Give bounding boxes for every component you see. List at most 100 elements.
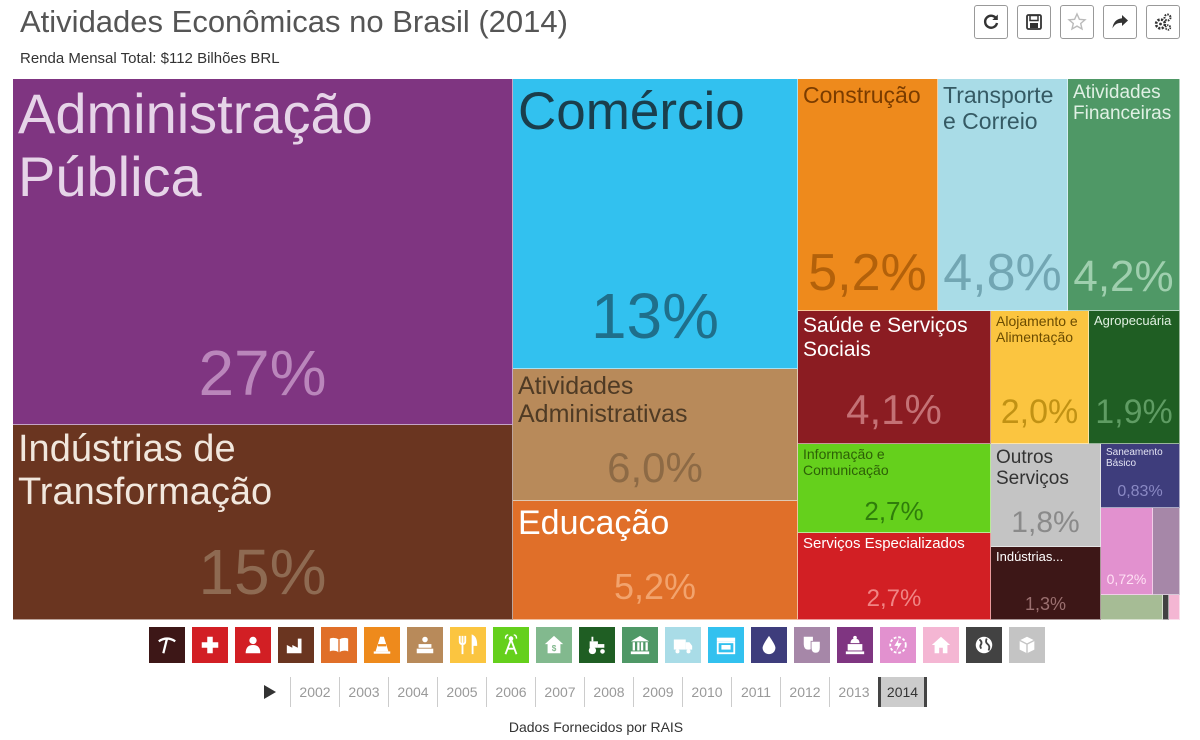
category-filter-traffic-cone[interactable]	[364, 627, 400, 663]
tile-value: 15%	[198, 536, 327, 608]
treemap-tile-minor-16[interactable]: 0,72%	[1101, 508, 1153, 595]
year-2003[interactable]: 2003	[339, 677, 388, 707]
category-filter-store[interactable]	[708, 627, 744, 663]
treemap-tile-minor-18[interactable]	[1101, 595, 1163, 620]
tile-label: Construção	[803, 82, 921, 108]
treemap-tile-outros-servicos[interactable]: Outros Serviços 1,8%	[991, 444, 1101, 547]
category-filter-tractor[interactable]	[579, 627, 615, 663]
tile-label: Serviços Especializados	[803, 535, 965, 552]
year-2013[interactable]: 2013	[829, 677, 878, 707]
water-drop-icon	[762, 635, 776, 655]
treemap-tile-servicos-especializados[interactable]: Serviços Especializados 2,7%	[798, 533, 991, 620]
play-button[interactable]	[258, 685, 282, 699]
tile-label: Informação e Comunicação	[803, 446, 889, 478]
toolbar	[974, 5, 1180, 39]
page-title: Atividades Econômicas no Brasil (2014)	[20, 4, 568, 39]
year-2005[interactable]: 2005	[437, 677, 486, 707]
page-subtitle: Renda Mensal Total: $112 Bilhões BRL	[20, 50, 280, 67]
category-filter-mining[interactable]	[149, 627, 185, 663]
year-2009[interactable]: 2009	[633, 677, 682, 707]
treemap-tile-construcao[interactable]: Construção 5,2%	[798, 79, 938, 311]
category-filter-water-drop[interactable]	[751, 627, 787, 663]
year-2007[interactable]: 2007	[535, 677, 584, 707]
treemap-tile-agropecuaria[interactable]: Agropecuária 1,9%	[1089, 311, 1180, 444]
treemap-tile-transporte-e-correio[interactable]: Transporte e Correio 4,8%	[938, 79, 1068, 311]
category-filter-energy[interactable]	[880, 627, 916, 663]
globe-icon	[975, 636, 993, 654]
treemap-tile-atividades-administrativas[interactable]: Atividades Administrativas 6,0%	[513, 369, 798, 501]
category-filter-administrative-desk[interactable]	[407, 627, 443, 663]
theater-masks-icon	[803, 636, 821, 654]
treemap-tile-informacao-e-comunicacao[interactable]: Informação e Comunicação 2,7%	[798, 444, 991, 533]
year-2002[interactable]: 2002	[290, 677, 339, 707]
administrative-desk-icon	[416, 636, 434, 654]
tile-label: Administração Pública	[18, 82, 373, 209]
tile-value: 1,8%	[1011, 506, 1080, 539]
year-2006[interactable]: 2006	[486, 677, 535, 707]
data-source-note: Dados Fornecidos por RAIS	[508, 719, 684, 735]
factory-icon	[286, 638, 302, 654]
treemap-tile-alojamento-e-alimentacao[interactable]: Alojamento e Alimentação 2,0%	[991, 311, 1089, 444]
treemap-tile-saneamento-basico[interactable]: Saneamento Básico 0,83%	[1101, 444, 1180, 508]
category-filter-bank[interactable]	[622, 627, 658, 663]
share-button[interactable]	[1103, 5, 1137, 39]
save-button[interactable]	[1017, 5, 1051, 39]
treemap-tile-atividades-financeiras[interactable]: Atividades Financeiras 4,2%	[1068, 79, 1180, 311]
tile-value: 1,9%	[1095, 393, 1173, 431]
year-2008[interactable]: 2008	[584, 677, 633, 707]
tile-label: Indústrias de Transformação	[18, 428, 273, 513]
year-timeline: 2002 2003 2004 2005 2006 2007 2008 2009 2010 2011…	[258, 676, 927, 708]
treemap-chart: Administração Pública 27% Indústrias de Tr…	[13, 79, 1180, 620]
treemap-tile-educacao[interactable]: Educação 5,2%	[513, 501, 798, 620]
treemap-tile-minor-17[interactable]	[1153, 508, 1180, 595]
traffic-cone-icon	[373, 636, 391, 654]
treemap-tile-minor-20[interactable]	[1169, 595, 1180, 620]
play-icon	[264, 685, 276, 699]
tile-value: 2,7%	[864, 496, 924, 526]
year-2012[interactable]: 2012	[780, 677, 829, 707]
star-icon	[1067, 12, 1087, 31]
category-filter-theater-masks[interactable]	[794, 627, 830, 663]
category-filter-public-building[interactable]	[837, 627, 873, 663]
favorite-button[interactable]	[1060, 5, 1094, 39]
year-2010[interactable]: 2010	[682, 677, 731, 707]
category-filter-restaurant[interactable]	[450, 627, 486, 663]
tile-label: Atividades Administrativas	[518, 372, 688, 429]
year-2014[interactable]: 2014	[878, 677, 927, 707]
tile-label: Saúde e Serviços Sociais	[803, 314, 968, 361]
category-filter-truck[interactable]	[665, 627, 701, 663]
energy-icon	[889, 636, 907, 654]
category-filter-globe[interactable]	[966, 627, 1002, 663]
settings-button[interactable]	[1146, 5, 1180, 39]
category-filter-book[interactable]	[321, 627, 357, 663]
refresh-button[interactable]	[974, 5, 1008, 39]
tile-value: 0,83%	[1117, 483, 1163, 500]
category-filter-antenna[interactable]	[493, 627, 529, 663]
category-filter-money-house[interactable]: $	[536, 627, 572, 663]
category-filter-other-box[interactable]	[1009, 627, 1045, 663]
category-filter-health-cross[interactable]	[192, 627, 228, 663]
treemap-tile-administracao-publica[interactable]: Administração Pública 27%	[13, 79, 513, 425]
other-box-icon	[1019, 636, 1035, 654]
treemap-tile-minor-19[interactable]	[1163, 595, 1169, 620]
professional-services-icon	[245, 636, 261, 654]
tile-value: 13%	[590, 280, 720, 352]
treemap-tile-saude-e-servicos-sociais[interactable]: Saúde e Serviços Sociais 4,1%	[798, 311, 991, 444]
public-building-icon	[845, 635, 865, 655]
category-filter-factory[interactable]	[278, 627, 314, 663]
store-icon	[716, 637, 736, 655]
mining-icon	[158, 637, 176, 654]
tile-label: Atividades Financeiras	[1073, 82, 1172, 125]
book-icon	[329, 637, 349, 653]
tile-value: 4,8%	[943, 244, 1062, 302]
treemap-tile-industrias-de-transformacao[interactable]: Indústrias de Transformação 15%	[13, 425, 513, 620]
treemap-tile-comercio[interactable]: Comércio 13%	[513, 79, 798, 369]
tile-label: Transporte e Correio	[943, 82, 1054, 134]
category-filter-home[interactable]	[923, 627, 959, 663]
year-2004[interactable]: 2004	[388, 677, 437, 707]
treemap-tile-industrias[interactable]: Indústrias... 1,3%	[991, 547, 1101, 620]
category-filter-professional-services[interactable]	[235, 627, 271, 663]
year-2011[interactable]: 2011	[731, 677, 780, 707]
tile-value: 4,2%	[1073, 252, 1174, 301]
category-icon-bar: $	[149, 627, 1045, 663]
